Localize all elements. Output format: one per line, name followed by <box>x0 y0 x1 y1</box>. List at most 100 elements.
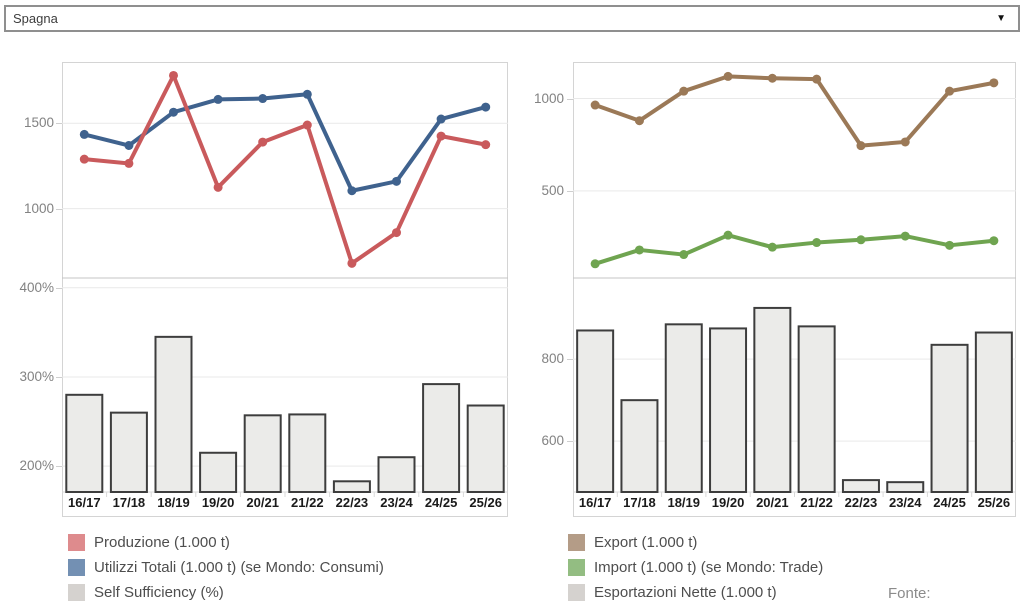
y-tick-label: 1000 <box>23 200 54 216</box>
produzione-point[interactable] <box>258 137 268 147</box>
legend-swatch <box>68 558 85 576</box>
import-point[interactable] <box>900 231 910 241</box>
produzione-point[interactable] <box>169 70 178 80</box>
import-point[interactable] <box>723 230 733 240</box>
export-point[interactable] <box>812 74 822 84</box>
export-line[interactable] <box>593 74 996 148</box>
self-sufficiency-bar[interactable] <box>65 393 104 493</box>
produzione-point[interactable] <box>347 258 357 268</box>
source-note-line1: Fonte: <box>888 585 931 602</box>
x-category-label: 17/18 <box>623 495 656 510</box>
self-sufficiency-bar[interactable] <box>422 383 461 494</box>
source-note: Fonte: EU Comm. <box>888 531 966 616</box>
esportazioni-nette-bar[interactable] <box>974 331 1013 493</box>
utilizzi-totali-point[interactable] <box>79 129 89 139</box>
legend-label: Produzione (1.000 t) <box>94 533 230 551</box>
produzione-point[interactable] <box>302 120 312 130</box>
export-point[interactable] <box>856 141 866 151</box>
import-point[interactable] <box>634 245 644 255</box>
export-point[interactable] <box>679 86 689 96</box>
x-category-label: 21/22 <box>800 495 833 510</box>
x-category-label: 17/18 <box>113 495 146 510</box>
self-sufficiency-bar[interactable] <box>199 451 238 493</box>
legend-item-utilizzi-totali[interactable]: Utilizzi Totali (1.000 t) (se Mondo: Con… <box>68 558 384 576</box>
right-charts-svg: 16/17 17/18 18/19 19/20 20/21 21/22 22/23 23/24… <box>573 71 1016 510</box>
import-point[interactable] <box>679 250 689 260</box>
export-point[interactable] <box>989 78 999 88</box>
import-point[interactable] <box>590 259 600 269</box>
produzione-point[interactable] <box>213 182 223 192</box>
self-sufficiency-bar[interactable] <box>288 413 327 493</box>
produzione-point[interactable] <box>124 158 134 168</box>
x-category-label: 25/26 <box>978 495 1011 510</box>
legend-swatch <box>68 583 85 601</box>
legend-item-import[interactable]: Import (1.000 t) (se Mondo: Trade) <box>568 558 823 576</box>
produzione-line[interactable] <box>82 73 488 266</box>
chevron-down-icon: ▼ <box>996 12 1006 24</box>
legend-label: Export (1.000 t) <box>594 533 698 551</box>
utilizzi-totali-point[interactable] <box>436 114 446 124</box>
x-category-label: 24/25 <box>425 495 458 510</box>
self-sufficiency-bar[interactable] <box>154 335 193 493</box>
export-point[interactable] <box>723 71 733 81</box>
legend-item-esportazioni-nette[interactable]: Esportazioni Nette (1.000 t) <box>568 583 777 601</box>
produzione-point[interactable] <box>79 154 89 164</box>
utilizzi-totali-point[interactable] <box>347 186 357 196</box>
produzione-point[interactable] <box>481 140 491 150</box>
utilizzi-totali-point[interactable] <box>169 107 178 117</box>
legend-label: Esportazioni Nette (1.000 t) <box>594 583 777 601</box>
y-tick-mark <box>56 123 62 125</box>
x-category-label: 25/26 <box>469 495 502 510</box>
legend-swatch <box>568 533 585 551</box>
country-filter-dropdown[interactable]: Spagna ▼ <box>4 5 1020 32</box>
utilizzi-totali-point[interactable] <box>258 94 268 104</box>
import-point[interactable] <box>856 235 866 245</box>
x-category-label: 18/19 <box>667 495 700 510</box>
esportazioni-nette-bar[interactable] <box>797 325 836 494</box>
utilizzi-totali-line[interactable] <box>82 92 488 193</box>
x-category-label: 23/24 <box>889 495 922 510</box>
esportazioni-nette-bar[interactable] <box>753 306 792 493</box>
utilizzi-totali-point[interactable] <box>213 94 223 104</box>
esportazioni-nette-bar[interactable] <box>620 399 659 493</box>
export-point[interactable] <box>590 100 600 110</box>
export-point[interactable] <box>634 116 644 126</box>
legend-item-export[interactable]: Export (1.000 t) <box>568 533 697 551</box>
produzione-point[interactable] <box>436 131 446 141</box>
esportazioni-nette-bar[interactable] <box>841 479 880 494</box>
legend-item-produzione[interactable]: Produzione (1.000 t) <box>68 533 230 551</box>
esportazioni-nette-bar[interactable] <box>709 327 748 493</box>
esportazioni-nette-bar[interactable] <box>930 343 969 493</box>
esportazioni-nette-bar[interactable] <box>664 323 703 494</box>
x-category-label: 16/17 <box>579 495 612 510</box>
utilizzi-totali-point[interactable] <box>124 140 134 150</box>
esportazioni-nette-bar[interactable] <box>576 329 615 493</box>
utilizzi-totali-point[interactable] <box>392 176 401 186</box>
import-point[interactable] <box>812 238 822 248</box>
self-sufficiency-bar[interactable] <box>377 456 416 494</box>
self-sufficiency-bar[interactable] <box>109 411 148 493</box>
utilizzi-totali-point[interactable] <box>481 102 491 112</box>
import-line[interactable] <box>593 233 996 266</box>
legend-item-self-sufficiency[interactable]: Self Sufficiency (%) <box>68 583 224 601</box>
x-category-label: 20/21 <box>756 495 789 510</box>
y-tick-mark <box>567 190 573 192</box>
esportazioni-nette-bar[interactable] <box>886 481 925 493</box>
y-tick-label: 300% <box>19 368 54 384</box>
export-point[interactable] <box>767 73 777 83</box>
self-sufficiency-bar[interactable] <box>332 480 371 493</box>
x-category-label: 22/23 <box>845 495 878 510</box>
export-point[interactable] <box>945 86 955 96</box>
self-sufficiency-bar[interactable] <box>466 404 505 493</box>
country-filter-value: Spagna <box>13 11 58 26</box>
import-point[interactable] <box>767 242 777 252</box>
import-point[interactable] <box>989 236 999 246</box>
y-tick-mark <box>567 98 573 100</box>
self-sufficiency-bar[interactable] <box>243 414 282 494</box>
y-tick-label: 400% <box>19 279 54 295</box>
y-tick-mark <box>56 376 62 378</box>
export-point[interactable] <box>900 137 910 147</box>
utilizzi-totali-point[interactable] <box>302 89 312 99</box>
import-point[interactable] <box>945 240 955 250</box>
produzione-point[interactable] <box>392 228 401 238</box>
